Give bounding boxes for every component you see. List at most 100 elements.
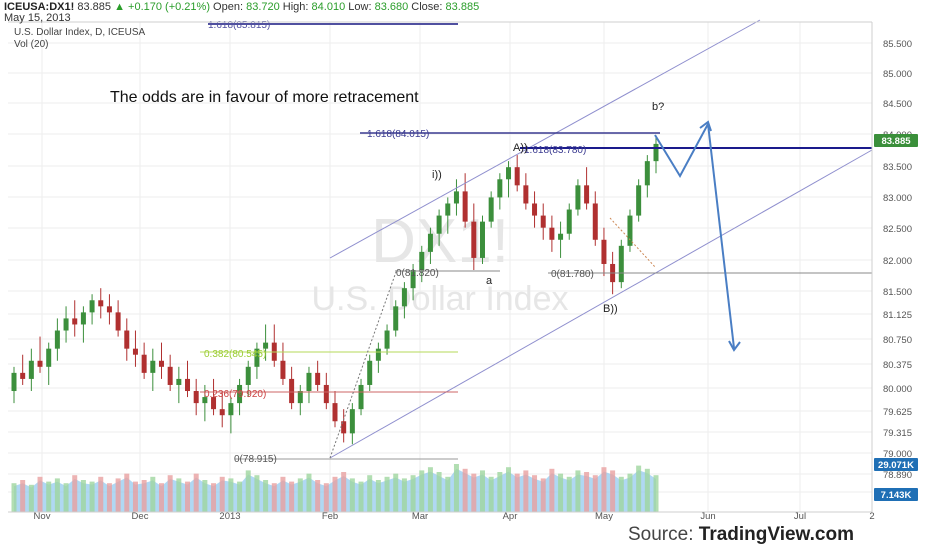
- candle-body: [627, 215, 633, 246]
- y-tick-label: 84.500: [883, 99, 912, 110]
- volume-bar: [514, 473, 520, 512]
- fib-label: 1.618(84.015): [367, 129, 429, 140]
- candle-body: [280, 360, 286, 379]
- volume-bar: [532, 475, 538, 512]
- candle-body: [115, 312, 121, 331]
- candle-body: [401, 288, 407, 307]
- volume-bar: [167, 475, 173, 512]
- channel-lower: [329, 149, 873, 459]
- y-tick-label: 85.500: [883, 39, 912, 50]
- candle-body: [384, 330, 390, 349]
- wave-label: i)): [432, 169, 442, 181]
- candle-body: [601, 239, 607, 264]
- candle-body: [176, 378, 182, 385]
- candle-body: [219, 409, 225, 416]
- candle-body: [211, 397, 217, 410]
- volume-bar: [566, 476, 572, 512]
- candle-body: [106, 306, 112, 313]
- price-badge: [874, 458, 918, 471]
- price-badge-text: 7.143K: [881, 490, 912, 501]
- candle-body: [653, 143, 659, 162]
- x-tick-label: Dec: [132, 511, 149, 522]
- watermark-name: U.S. Dollar Index: [312, 280, 569, 318]
- candle-body: [375, 348, 381, 361]
- volume-bar: [401, 478, 407, 512]
- candle-body: [237, 384, 243, 404]
- drawings: 1.618(85.815) 1.618(84.015) 1.618(83.780) 0…: [110, 19, 873, 465]
- candle-body: [323, 384, 329, 404]
- volume-bar: [176, 478, 182, 512]
- fib-diagonal-2: [609, 217, 657, 269]
- symbol[interactable]: ICEUSA:DX1!: [4, 1, 75, 13]
- candle-body: [540, 215, 546, 228]
- volume-bar: [462, 468, 468, 512]
- candle-body: [523, 185, 529, 204]
- wave-label: a: [486, 275, 493, 287]
- candle-body: [488, 197, 494, 222]
- volume-bar: [410, 475, 416, 512]
- volume-bar: [592, 475, 598, 512]
- close-label: Close:: [411, 1, 443, 13]
- y-tick-label: 79.315: [883, 428, 912, 439]
- close-value: 83.885: [445, 1, 480, 13]
- volume-bar: [636, 465, 642, 512]
- candle-body: [46, 348, 52, 367]
- volume-bar: [271, 483, 277, 512]
- candle-body: [89, 300, 95, 313]
- volume-bar: [46, 481, 52, 512]
- candle-body: [167, 366, 173, 385]
- volume-bar: [37, 476, 43, 512]
- candle-body: [427, 233, 433, 252]
- channel-upper: [329, 19, 761, 259]
- volume-bar: [627, 473, 633, 512]
- candle-body: [332, 403, 338, 422]
- volume-bar: [193, 473, 199, 512]
- volume-bar: [202, 480, 208, 512]
- candle-body: [263, 342, 269, 349]
- volume-bar: [245, 470, 251, 512]
- volume-bar: [323, 483, 329, 512]
- volume-bar: [453, 464, 459, 512]
- volume-bar: [306, 473, 312, 512]
- volume-bar: [185, 481, 191, 512]
- candle-body: [419, 251, 425, 271]
- x-tick-label: 2: [869, 511, 874, 522]
- candle-body: [306, 372, 312, 392]
- candle-body: [558, 233, 564, 240]
- candle-body: [124, 330, 130, 349]
- volume-bar: [367, 475, 373, 512]
- volume-bar: [150, 476, 156, 512]
- volume-bar: [610, 470, 616, 512]
- y-tick-label: 80.750: [883, 335, 912, 346]
- y-tick-label: 81.125: [883, 310, 912, 321]
- volume-bar: [558, 473, 564, 512]
- candle-body: [37, 360, 43, 367]
- fib-diagonal-1: [329, 271, 397, 459]
- candle-body: [592, 203, 598, 240]
- volume-bar: [11, 483, 17, 512]
- change: +0.170 (+0.21%): [128, 1, 210, 13]
- candle-body: [618, 245, 624, 283]
- candle-body: [254, 348, 260, 367]
- candle-body: [584, 185, 590, 204]
- volume-bar: [618, 476, 624, 512]
- candle-body: [80, 312, 86, 325]
- candlesticks: [11, 136, 659, 445]
- fib-label: 0(81.780): [551, 269, 594, 280]
- candle-body: [245, 366, 251, 385]
- volume-bar: [124, 473, 130, 512]
- projection-path: [654, 120, 735, 349]
- legend-series: U.S. Dollar Index, D, ICEUSA: [14, 27, 145, 38]
- volume-bar: [228, 478, 234, 512]
- volume-bar: [254, 475, 260, 512]
- y-tick-label: 83.500: [883, 162, 912, 173]
- candle-body: [566, 209, 572, 234]
- candle-body: [497, 179, 503, 198]
- candle-body: [158, 360, 164, 367]
- volume-bar: [506, 467, 512, 512]
- candle-body: [132, 348, 138, 355]
- volume-bars: [11, 464, 659, 512]
- fib-label: 1.618(85.815): [208, 20, 270, 31]
- bar-date: May 15, 2013: [4, 12, 71, 24]
